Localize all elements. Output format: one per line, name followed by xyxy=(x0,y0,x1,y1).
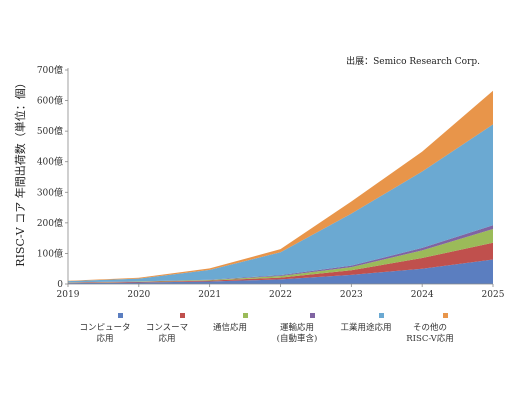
legend-swatch xyxy=(379,313,384,318)
legend-label: 運輸応用(自動車含) xyxy=(277,322,318,344)
legend-label: その他の RISC-V応用 xyxy=(406,322,453,344)
y-axis-ticks: 0 100億 200億 300億 400億 500億 600億 700億 xyxy=(37,64,68,290)
legend-swatch xyxy=(118,313,123,318)
area-series-2 xyxy=(68,242,493,284)
area-series-5 xyxy=(68,124,493,283)
y-tick-label: 200億 xyxy=(37,217,63,229)
area-series-1 xyxy=(68,259,493,284)
y-tick-label: 0 xyxy=(57,280,63,290)
x-tick-label: 2020 xyxy=(127,290,150,300)
y-tick-label: 700億 xyxy=(37,64,63,76)
y-tick-label: 300億 xyxy=(37,186,63,198)
x-tick-label: 2023 xyxy=(340,290,363,300)
y-tick-label: 400億 xyxy=(37,156,63,168)
area-layers xyxy=(68,90,493,284)
y-tick-label: 500億 xyxy=(37,125,63,137)
x-tick-label: 2022 xyxy=(269,290,292,300)
legend-swatch xyxy=(443,313,448,318)
source-note: 出展：Semico Research Corp. xyxy=(346,55,480,67)
legend-swatch xyxy=(243,313,248,318)
legend-label: コンピュータ応用 xyxy=(79,323,130,344)
legend-swatch xyxy=(310,313,315,318)
legend-label: コンスーマ応用 xyxy=(146,323,188,344)
x-tick-label: 2021 xyxy=(198,290,221,300)
legend-swatch xyxy=(180,313,185,318)
x-axis-ticks: 2019 2020 2021 2022 2023 2024 2025 xyxy=(57,284,505,300)
legend-label: 工業用途応用 xyxy=(340,322,391,333)
legend-label: 通信応用 xyxy=(213,322,247,333)
x-tick-label: 2025 xyxy=(482,290,505,300)
y-tick-label: 100億 xyxy=(37,247,63,259)
x-tick-label: 2019 xyxy=(57,290,80,300)
area-series-3 xyxy=(68,228,493,283)
x-tick-label: 2024 xyxy=(411,290,434,300)
y-tick-label: 600億 xyxy=(37,95,63,107)
y-axis-label: RISC-V コア 年間出荷数（単位：個） xyxy=(13,77,27,266)
